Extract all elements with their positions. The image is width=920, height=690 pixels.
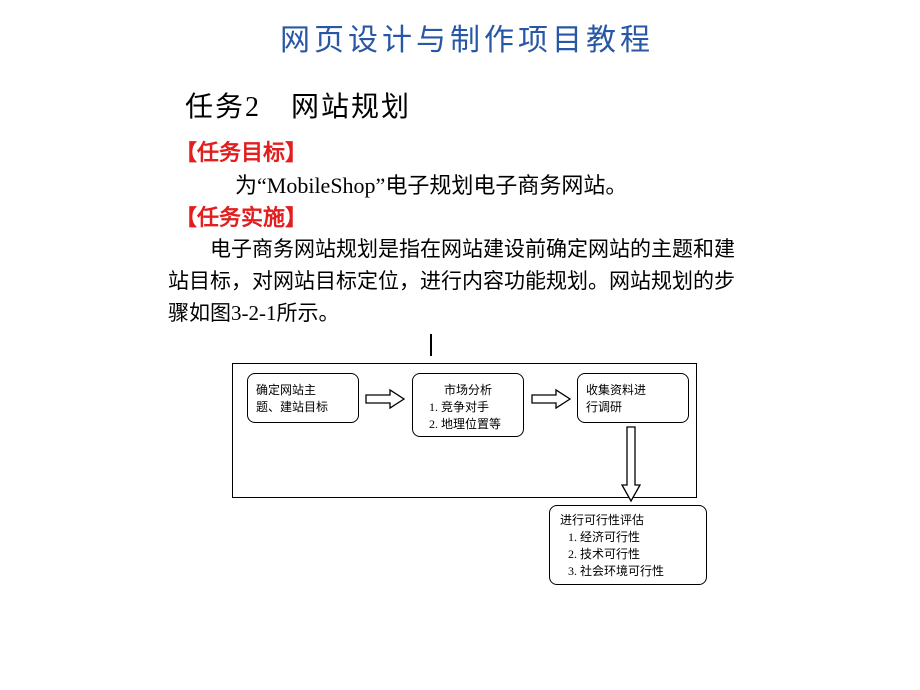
text-cursor <box>430 334 432 356</box>
node-item: 2. 技术可行性 <box>560 546 696 563</box>
node-item: 1. 竞争对手 <box>421 399 515 416</box>
node-item: 3. 社会环境可行性 <box>560 563 696 580</box>
flowchart-node-3: 收集资料进 行调研 <box>577 373 689 423</box>
node-text: 题、建站目标 <box>256 399 350 416</box>
main-title: 网页设计与制作项目教程 <box>280 15 654 59</box>
flowchart-node-1: 确定网站主 题、建站目标 <box>247 373 359 423</box>
flowchart-node-2: 市场分析 1. 竞争对手 2. 地理位置等 <box>412 373 524 437</box>
task-title: 任务2 网站规划 <box>185 85 411 125</box>
arrow-right-icon <box>530 388 572 410</box>
node-text: 确定网站主 <box>256 382 350 399</box>
section-text-goal: 为“MobileShop”电子规划电子商务网站。 <box>235 168 627 200</box>
arrow-down-icon <box>620 425 642 508</box>
node-item: 2. 地理位置等 <box>421 416 515 433</box>
node-title: 进行可行性评估 <box>560 512 696 529</box>
node-text: 收集资料进 <box>586 382 680 399</box>
node-text: 行调研 <box>586 399 680 416</box>
arrow-right-icon <box>364 388 406 410</box>
node-item: 1. 经济可行性 <box>560 529 696 546</box>
node-title: 市场分析 <box>421 382 515 399</box>
section-label-implement: 【任务实施】 <box>175 200 307 232</box>
section-text-implement: 电子商务网站规划是指在网站建设前确定网站的主题和建站目标，对网站目标定位，进行内… <box>168 233 738 329</box>
section-label-goal: 【任务目标】 <box>175 135 307 167</box>
flowchart-node-4: 进行可行性评估 1. 经济可行性 2. 技术可行性 3. 社会环境可行性 <box>549 505 707 585</box>
